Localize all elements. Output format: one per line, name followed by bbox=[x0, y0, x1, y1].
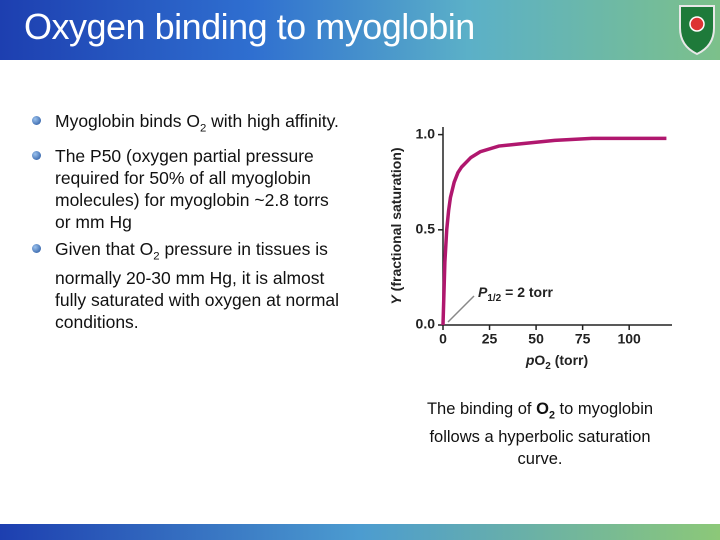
annotation: P1/2 = 2 torr bbox=[478, 284, 554, 304]
x-axis-label: pO2 (torr) bbox=[525, 352, 588, 372]
x-tick-label: 0 bbox=[439, 331, 447, 347]
x-tick-label: 100 bbox=[617, 331, 641, 347]
annotation-pointer bbox=[447, 295, 475, 323]
y-tick-label: 0.5 bbox=[416, 221, 436, 237]
text-run: Myoglobin binds O bbox=[55, 111, 200, 131]
bullet-list: Myoglobin binds O2 with high affinity. Th… bbox=[30, 110, 348, 338]
bullet: Given that O2 pressure in tissues is nor… bbox=[30, 238, 348, 334]
caption: The binding of O2 to myoglobin follows a… bbox=[405, 398, 675, 470]
y-tick-label: 1.0 bbox=[416, 125, 436, 141]
text-run: 1/2 bbox=[487, 293, 501, 304]
text-run: p bbox=[525, 352, 535, 368]
y-axis-label: Y (fractional saturation) bbox=[388, 147, 404, 304]
text-run: Given that O bbox=[55, 238, 154, 259]
bullet: Myoglobin binds O2 with high affinity. bbox=[30, 110, 348, 140]
chart-background bbox=[380, 118, 682, 373]
text-run: Y bbox=[388, 294, 404, 305]
text-run: pressure in tissues is normally 20-30 mm… bbox=[55, 238, 340, 333]
text-run: to myoglobin follows a hyperbolic satura… bbox=[429, 400, 654, 469]
text-run: (torr) bbox=[551, 352, 588, 368]
x-tick-label: 25 bbox=[482, 331, 498, 347]
text-run: with high affinity. bbox=[206, 111, 339, 131]
text-run: 2 bbox=[153, 250, 160, 262]
text-run: 2 bbox=[199, 122, 207, 135]
x-tick-label: 75 bbox=[575, 331, 591, 347]
text-run: O bbox=[536, 400, 549, 418]
text-run: P bbox=[478, 284, 488, 300]
x-tick-label: 50 bbox=[528, 331, 544, 347]
bottom-bar bbox=[0, 524, 720, 540]
text-run: The P50 (oxygen partial pressure require… bbox=[55, 145, 329, 232]
y-tick-label: 0.0 bbox=[416, 316, 436, 332]
text-run: (fractional saturation) bbox=[388, 147, 404, 295]
slide-title: Oxygen binding to myoglobin bbox=[24, 6, 475, 47]
text-run: The binding of bbox=[426, 400, 537, 418]
text-run: O bbox=[534, 352, 545, 368]
logo bbox=[679, 5, 715, 56]
line-series bbox=[441, 136, 667, 326]
text-run: = 2 torr bbox=[501, 284, 553, 300]
title-bar bbox=[0, 0, 720, 60]
bullet: The P50 (oxygen partial pressure require… bbox=[30, 145, 348, 233]
text-run: 2 bbox=[548, 409, 555, 422]
text-run: 2 bbox=[545, 361, 551, 372]
